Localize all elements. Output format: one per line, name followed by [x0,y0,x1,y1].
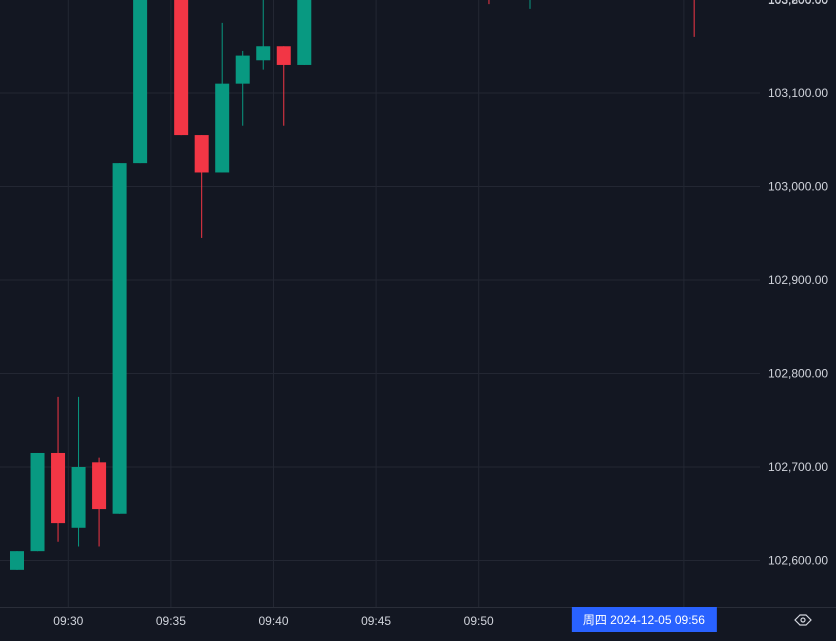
candle [10,551,24,570]
candle-body [112,163,127,514]
candle [194,135,209,238]
y-tick-label: 102,700.00 [768,460,828,474]
y-tick-label: 103,100.00 [768,86,828,100]
candle-body [133,0,148,164]
candle-body [71,467,86,528]
candle-body [194,135,209,173]
candle [30,452,45,552]
candle [112,163,127,514]
candle-body [297,0,312,65]
candle [92,457,107,547]
crosshair-label-text: 周四 2024-12-05 09:56 [583,613,705,627]
x-tick-label: 09:45 [361,614,391,628]
candle [297,0,312,65]
y-tick-label: 103,200.00 [768,0,828,7]
candles-series [10,0,695,570]
y-tick-label: 103,000.00 [768,180,828,194]
candle-body [92,462,107,510]
candle-body [215,83,230,173]
candle [174,0,189,136]
candle [133,0,148,164]
x-tick-label: 09:40 [258,614,288,628]
y-axis: 103,800.00103,700.00103,600.00103,500.00… [768,0,828,568]
crosshair-time-label: 周四 2024-12-05 09:56 [571,607,717,632]
candle [235,50,250,126]
grid-lines [0,0,836,608]
candle-body [276,46,291,65]
candle [256,0,271,70]
candle [276,46,291,126]
candle [71,396,86,547]
candle-body [30,452,45,552]
x-tick-label: 09:30 [53,614,83,628]
candle-body [10,551,24,570]
candle-body [256,46,271,61]
candle-body [235,55,250,84]
candle-body [51,452,66,524]
x-tick-label: 09:35 [156,614,186,628]
y-tick-label: 102,800.00 [768,367,828,381]
x-tick-label: 09:50 [464,614,494,628]
candle-body [174,0,189,136]
candle [215,22,230,173]
settings-icon[interactable] [794,614,812,626]
candle [51,396,66,542]
y-tick-label: 102,900.00 [768,273,828,287]
y-tick-label: 102,600.00 [768,554,828,568]
crosshair-label-box [571,607,717,632]
y-tick-label-top-partial: 103,800.00 [768,0,828,7]
